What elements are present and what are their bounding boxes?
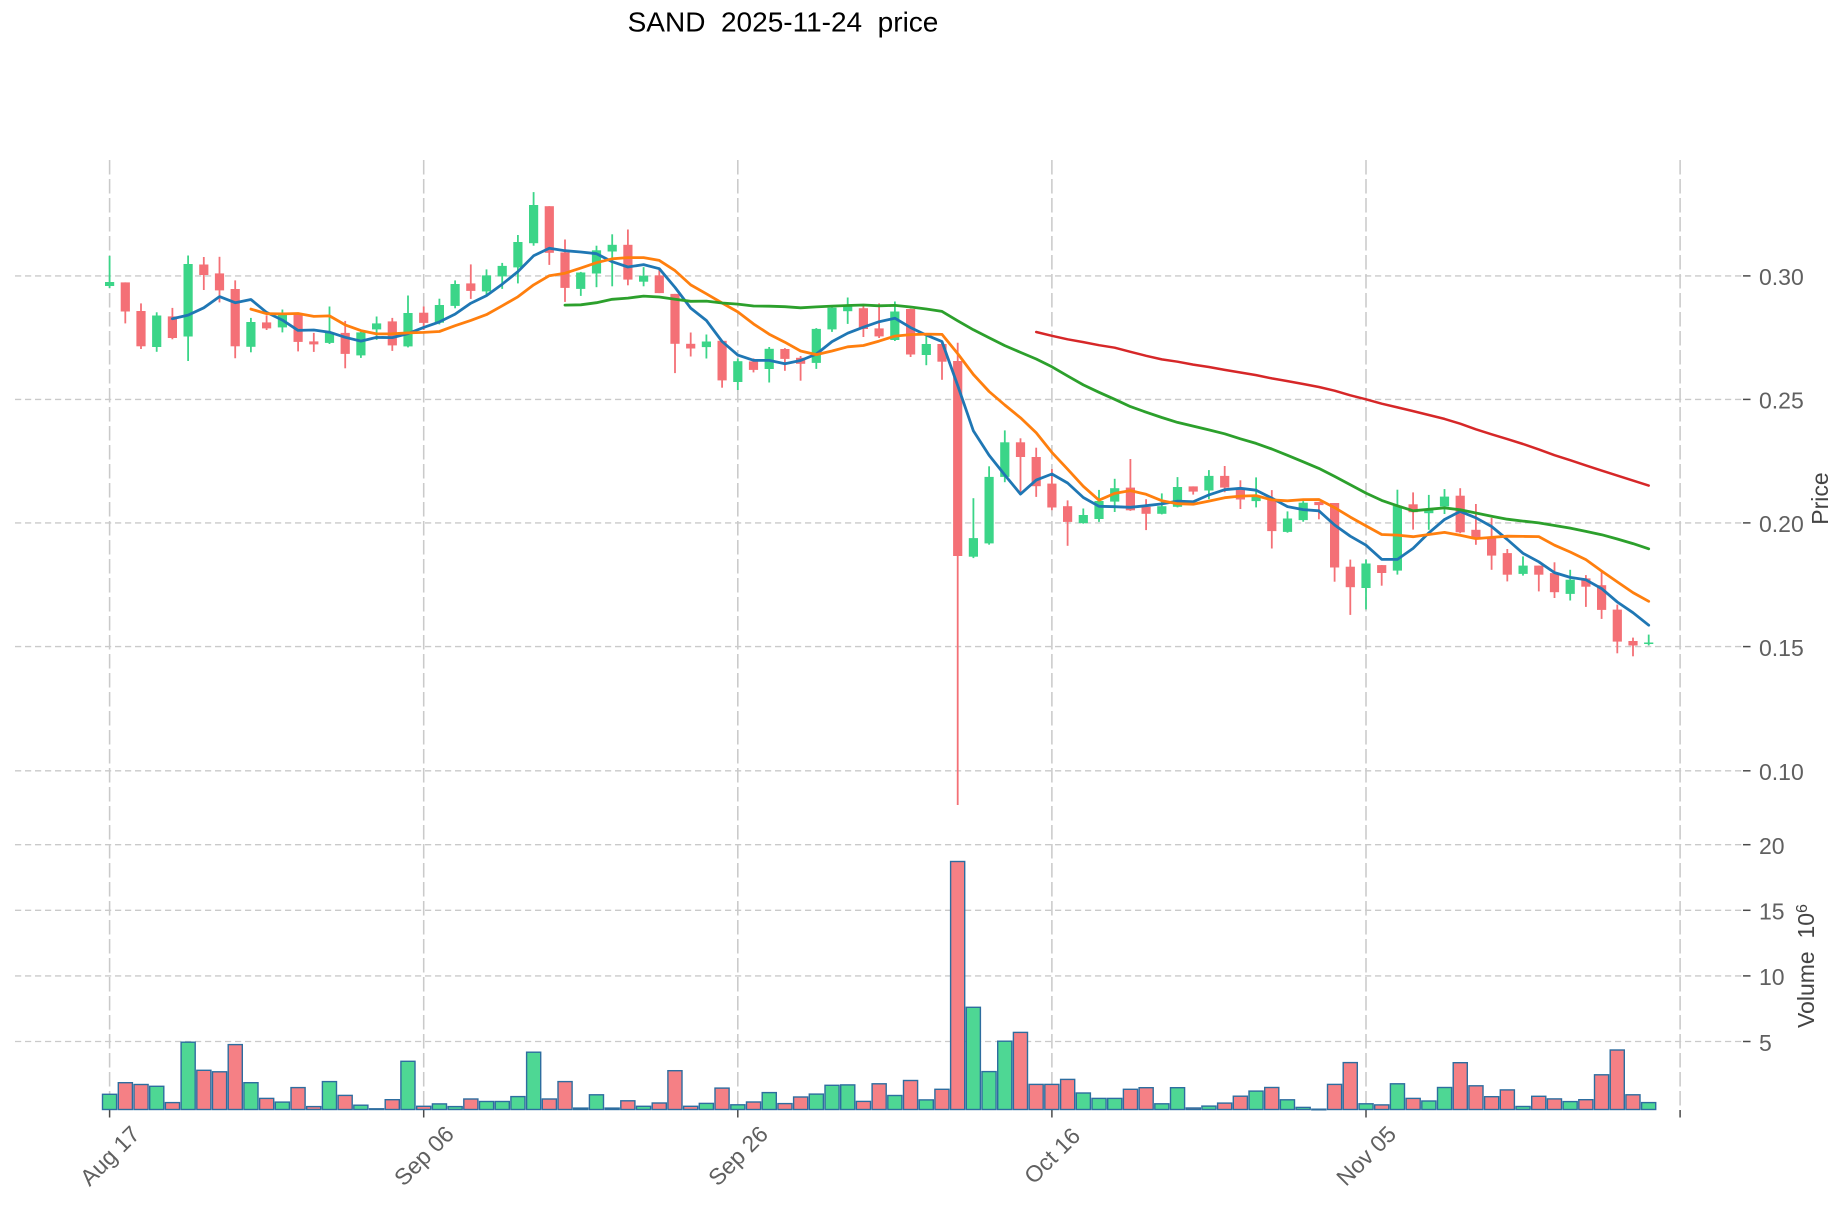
svg-text:0.30: 0.30	[1759, 264, 1804, 290]
svg-text:20: 20	[1759, 833, 1785, 859]
svg-text:0.10: 0.10	[1759, 759, 1804, 785]
svg-text:0.20: 0.20	[1759, 511, 1804, 537]
svg-text:5: 5	[1759, 1030, 1772, 1056]
svg-text:0.15: 0.15	[1759, 635, 1804, 661]
svg-text:15: 15	[1759, 899, 1785, 925]
svg-text:SAND 2025-11-24 price: SAND 2025-11-24 price	[628, 7, 939, 38]
svg-text:0.25: 0.25	[1759, 388, 1804, 414]
svg-text:Price: Price	[1807, 472, 1833, 524]
svg-text:Volume 106: Volume 106	[1793, 904, 1819, 1028]
svg-text:10: 10	[1759, 964, 1785, 990]
